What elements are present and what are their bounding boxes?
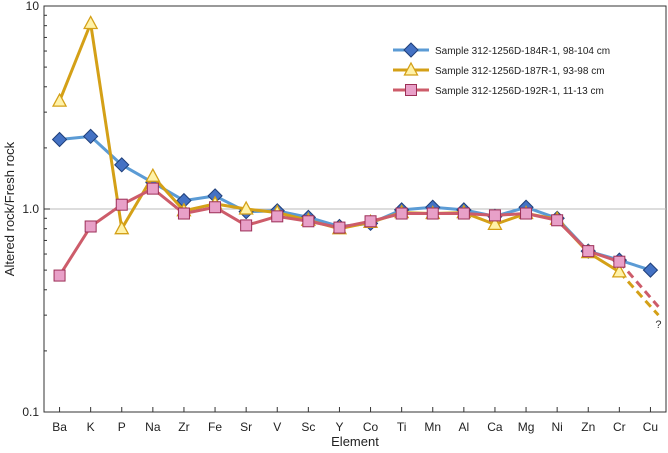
data-point [395, 207, 408, 220]
series-layer [51, 15, 660, 317]
x-axis-title: Element [331, 434, 379, 449]
x-tick-label: Ni [551, 420, 562, 434]
x-tick-label: Cr [613, 420, 626, 434]
x-tick-label: Sr [240, 420, 252, 434]
legend-label: Sample 312-1256D-184R-1, 98-104 cm [435, 46, 610, 57]
data-point [611, 263, 627, 278]
legend: Sample 312-1256D-184R-1, 98-104 cm Sample… [393, 42, 610, 97]
data-point [146, 182, 159, 195]
data-point [177, 207, 190, 220]
x-tick-label: Al [459, 420, 470, 434]
data-point [83, 15, 99, 30]
data-point [145, 167, 161, 182]
x-tick-label: Mg [518, 420, 535, 434]
data-point [84, 220, 97, 233]
data-point [520, 207, 533, 220]
legend-marker [403, 61, 419, 76]
x-tick-label: Sc [301, 420, 315, 434]
data-point [51, 92, 68, 107]
x-tick-label: P [118, 420, 126, 434]
y-tick-label: 0.1 [22, 405, 39, 419]
x-tick-label: Ba [52, 420, 67, 434]
legend-marker [405, 84, 417, 96]
data-point [82, 128, 99, 145]
data-point [51, 131, 68, 148]
x-tick-label: Fe [208, 420, 222, 434]
data-point [114, 157, 130, 173]
x-tick-label: Mn [424, 420, 441, 434]
data-point [271, 210, 284, 223]
series-line [59, 134, 651, 272]
data-point [551, 214, 564, 227]
annotation-layer: ? [655, 319, 661, 331]
data-point [613, 255, 626, 268]
x-tick-label: Zr [178, 420, 189, 434]
data-point [209, 201, 222, 214]
question-mark-annotation: ? [655, 319, 661, 331]
x-tick-label: Na [145, 420, 161, 434]
data-point [302, 215, 315, 228]
series-group [53, 182, 660, 308]
data-point [333, 221, 346, 234]
x-tick-label: Zn [581, 420, 595, 434]
series-dashed-extension [618, 260, 660, 308]
x-tick-label: K [87, 420, 95, 434]
data-point [426, 207, 439, 220]
data-point [240, 219, 253, 232]
data-point [364, 215, 377, 228]
data-point [488, 209, 501, 222]
y-tick-label: 10 [26, 0, 40, 13]
data-point [487, 216, 503, 231]
series-group [51, 15, 660, 317]
data-point [582, 245, 595, 258]
y-tick-label: 1.0 [22, 202, 39, 216]
legend-label: Sample 312-1256D-187R-1, 93-98 cm [435, 66, 605, 77]
data-point [114, 220, 130, 235]
x-tick-label: Co [363, 420, 379, 434]
legend-label: Sample 312-1256D-192R-1, 11-13 cm [435, 86, 604, 97]
data-point [115, 198, 128, 211]
x-tick-label: Ti [397, 420, 407, 434]
data-point [53, 269, 66, 282]
series-dashed-extension [618, 270, 660, 317]
data-point [457, 207, 470, 220]
x-tick-label: V [273, 420, 281, 434]
data-point [238, 200, 254, 215]
legend-marker [403, 42, 419, 58]
series-line [58, 21, 621, 274]
x-tick-label: Ca [487, 420, 503, 434]
data-point [642, 262, 659, 278]
series-group [51, 128, 659, 278]
x-tick-label: Cu [643, 420, 658, 434]
x-tick-label: Y [335, 420, 343, 434]
axis-layer: Ba K P Na Zr Fe Sr V Sc Y Co Ti Mn Al Ca Mg Ni Zn Cr Cu 0.1 1… [22, 0, 658, 434]
y-axis-title: Altered rock/Fresh rock [2, 141, 17, 276]
